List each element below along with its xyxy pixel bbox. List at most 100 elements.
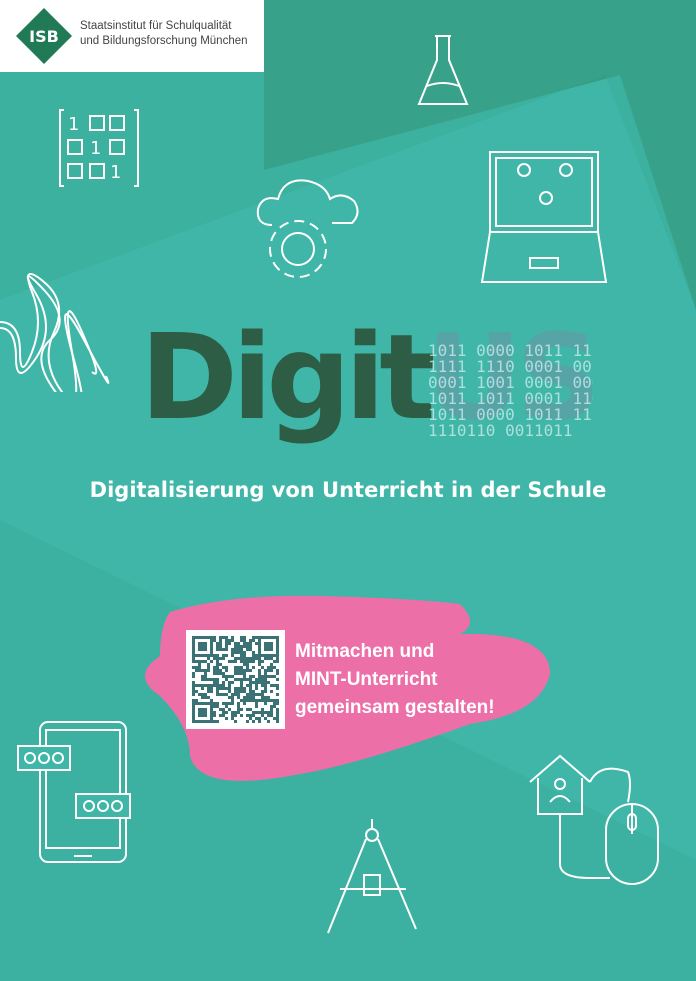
qr-module [258, 639, 261, 642]
qr-module [219, 687, 222, 690]
qr-module [216, 687, 219, 690]
qr-module [219, 639, 222, 642]
qr-module [201, 660, 204, 663]
qr-module [276, 714, 279, 717]
qr-module [240, 645, 243, 648]
qr-module [267, 648, 270, 651]
svg-text:1: 1 [110, 162, 121, 183]
qr-module [213, 702, 216, 705]
qr-module [210, 651, 213, 654]
qr-module [252, 657, 255, 660]
qr-module [267, 714, 270, 717]
qr-module [243, 636, 246, 639]
qr-module [192, 645, 195, 648]
qr-module [207, 678, 210, 681]
qr-module [246, 669, 249, 672]
qr-module [192, 714, 195, 717]
qr-module [264, 687, 267, 690]
qr-module [237, 642, 240, 645]
qr-module [198, 645, 201, 648]
qr-module [234, 660, 237, 663]
qr-module [204, 642, 207, 645]
qr-module [207, 720, 210, 723]
qr-module [261, 708, 264, 711]
qr-module [198, 666, 201, 669]
qr-module [234, 693, 237, 696]
qr-module [267, 636, 270, 639]
qr-module [249, 648, 252, 651]
qr-module [219, 663, 222, 666]
qr-module [204, 711, 207, 714]
qr-module [225, 687, 228, 690]
qr-module [267, 675, 270, 678]
qr-code[interactable] [186, 630, 285, 729]
qr-module [249, 693, 252, 696]
qr-module [216, 648, 219, 651]
qr-module [276, 684, 279, 687]
qr-module [213, 669, 216, 672]
qr-module [201, 720, 204, 723]
qr-module [210, 642, 213, 645]
qr-module [198, 648, 201, 651]
qr-module [252, 639, 255, 642]
qr-module [201, 636, 204, 639]
qr-module [276, 660, 279, 663]
qr-module [273, 705, 276, 708]
qr-module [255, 699, 258, 702]
qr-module [276, 651, 279, 654]
qr-module [270, 654, 273, 657]
qr-module [273, 699, 276, 702]
qr-module [210, 711, 213, 714]
qr-module [258, 636, 261, 639]
qr-module [216, 672, 219, 675]
qr-module [252, 681, 255, 684]
qr-module [243, 663, 246, 666]
qr-module [201, 648, 204, 651]
qr-module [192, 642, 195, 645]
qr-module [270, 666, 273, 669]
qr-module [252, 696, 255, 699]
qr-module [207, 657, 210, 660]
qr-module [231, 702, 234, 705]
qr-module [234, 645, 237, 648]
qr-module [207, 702, 210, 705]
qr-module [264, 702, 267, 705]
qr-module [219, 669, 222, 672]
qr-module [267, 669, 270, 672]
qr-module [267, 642, 270, 645]
qr-module [267, 666, 270, 669]
qr-module [207, 636, 210, 639]
qr-module [249, 681, 252, 684]
qr-module [192, 657, 195, 660]
qr-module [195, 666, 198, 669]
qr-module [246, 642, 249, 645]
qr-module [237, 645, 240, 648]
qr-module [198, 636, 201, 639]
qr-module [258, 654, 261, 657]
qr-module [192, 693, 195, 696]
qr-module [243, 690, 246, 693]
svg-text:ISB: ISB [29, 27, 59, 46]
qr-module [213, 684, 216, 687]
qr-module [258, 657, 261, 660]
qr-module [192, 660, 195, 663]
qr-module [219, 672, 222, 675]
qr-module [258, 711, 261, 714]
qr-module [270, 714, 273, 717]
qr-module [240, 639, 243, 642]
qr-module [195, 654, 198, 657]
qr-module [276, 645, 279, 648]
qr-module [222, 654, 225, 657]
qr-module [231, 639, 234, 642]
qr-module [276, 672, 279, 675]
qr-module [273, 636, 276, 639]
qr-module [264, 654, 267, 657]
qr-module [237, 696, 240, 699]
qr-module [225, 642, 228, 645]
qr-module [210, 705, 213, 708]
qr-module [213, 657, 216, 660]
qr-module [192, 681, 195, 684]
qr-module [225, 675, 228, 678]
qr-module [255, 702, 258, 705]
qr-module [240, 672, 243, 675]
